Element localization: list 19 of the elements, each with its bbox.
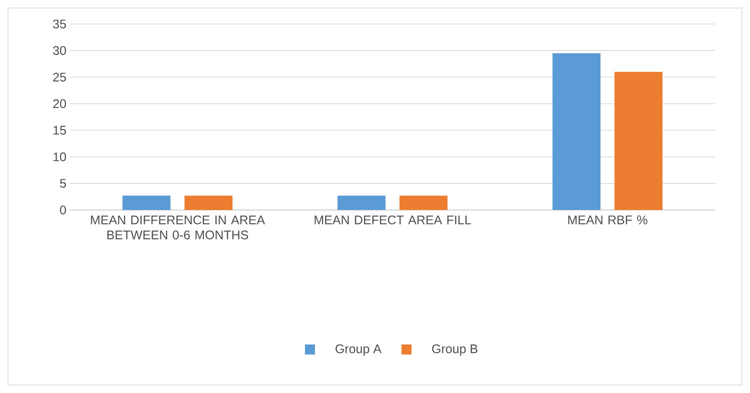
y-tick-label: 20: [53, 99, 66, 108]
y-tick-label: 30: [53, 46, 66, 55]
x-tick-label: MEAN DEFECT AREA FILL: [314, 216, 471, 224]
y-tick-label: 5: [60, 179, 66, 188]
bar: [552, 53, 601, 210]
y-tick-label: 25: [53, 72, 66, 82]
legend-label: Group B: [432, 344, 478, 356]
bar: [338, 196, 386, 210]
y-tick-label: 0: [60, 206, 66, 214]
bar: [400, 196, 448, 210]
legend-label: Group A: [336, 344, 382, 356]
y-tick-label: 15: [54, 126, 66, 135]
bar: [122, 196, 170, 210]
x-tick-label: MEAN RBF %: [568, 216, 648, 224]
y-tick-label: 35: [53, 20, 66, 28]
x-tick-label: MEAN DIFFERENCE IN AREA BETWEEN 0-6 MONTHS: [91, 216, 265, 240]
bar: [184, 196, 233, 210]
bar: [614, 72, 663, 210]
y-tick-label: 10: [54, 152, 66, 162]
